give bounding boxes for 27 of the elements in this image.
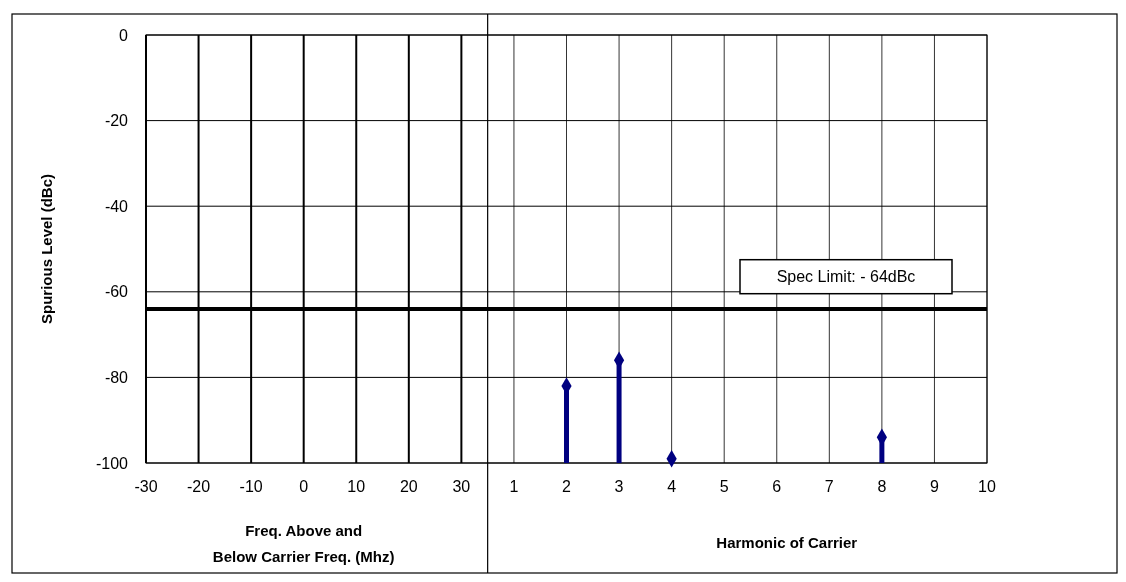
- y-tick-label: -60: [104, 283, 129, 301]
- x-tick-label: 8: [877, 478, 887, 495]
- x-tick-label: 6: [772, 478, 782, 495]
- x-tick-label: 30: [452, 478, 471, 495]
- x-axis-title: Freq. Above and Below Carrier Freq. (Mhz): [212, 522, 395, 565]
- text: Harmonic of Carrier: [716, 534, 858, 551]
- x-tick-label: 2: [562, 478, 572, 495]
- x-tick-label: -10: [239, 478, 263, 495]
- x-tick-label: 4: [667, 478, 677, 495]
- x-tick-label: 0: [299, 478, 309, 495]
- y-tick-label: -80: [104, 369, 129, 386]
- x-tick-label: 7: [824, 478, 834, 495]
- ref-line-label: Spec Limit: - 64dBc: [776, 268, 916, 286]
- x-tick-label: -20: [187, 478, 211, 495]
- y-axis-title: Spurious Level (dBc): [38, 173, 55, 325]
- x-tick-label: 10: [978, 478, 996, 495]
- x-tick-label: 20: [399, 478, 418, 495]
- x-tick-label: 10: [347, 478, 366, 495]
- y-tick-label: -40: [104, 197, 129, 215]
- x-tick-label: 9: [929, 478, 939, 495]
- y-tick-label: -20: [104, 112, 129, 130]
- x-tick-label: 3: [614, 478, 624, 495]
- x-tick-label: 5: [719, 478, 729, 495]
- y-tick-label: 0: [119, 26, 129, 44]
- y-tick-label: -100: [95, 454, 129, 472]
- x-tick-label: -30: [134, 478, 158, 495]
- x-tick-label: 1: [509, 478, 519, 495]
